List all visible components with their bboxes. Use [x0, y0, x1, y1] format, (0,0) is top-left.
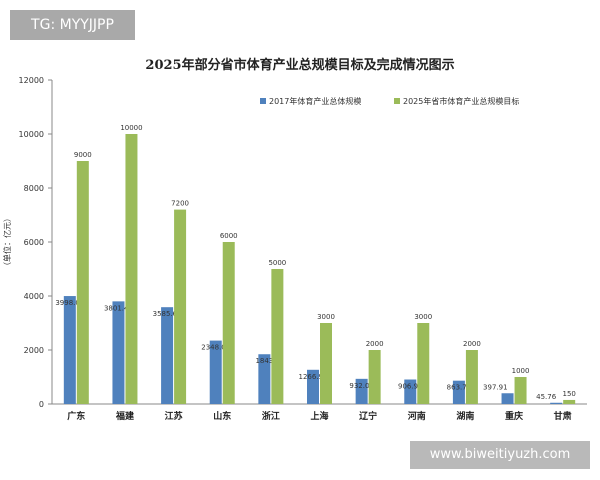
x-tick-label: 甘肃 [554, 410, 572, 422]
data-label-2017: 3998.03 [55, 299, 84, 307]
y-tick-label: 12000 [19, 76, 44, 85]
x-tick-label: 河南 [408, 410, 426, 422]
data-label-2025: 2000 [463, 340, 481, 348]
data-label-2017: 863.74 [447, 384, 472, 392]
x-tick-label: 浙江 [262, 410, 280, 422]
legend-label-2025: 2025年省市体育产业总规模目标 [403, 96, 519, 106]
data-label-2025: 5000 [268, 259, 286, 267]
data-label-2017: 1843 [255, 357, 273, 365]
y-tick-label: 6000 [24, 238, 44, 247]
x-tick-label: 湖南 [456, 410, 474, 422]
data-label-2017: 3801.41 [104, 304, 133, 312]
y-axis-label: （单位：亿元） [2, 214, 12, 270]
data-label-2025: 2000 [366, 340, 384, 348]
bar-2025-target [174, 209, 187, 404]
bar-2017 [63, 296, 76, 404]
x-tick-label: 上海 [310, 410, 328, 422]
y-tick-label: 4000 [24, 292, 44, 301]
data-label-2025: 1000 [512, 367, 530, 375]
x-tick-label: 江苏 [165, 410, 183, 422]
bar-2025-target [271, 269, 284, 404]
y-tick-label: 0 [39, 400, 44, 409]
bar-2025-target [514, 377, 527, 404]
bar-2017 [112, 301, 125, 404]
bar-2025-target [125, 134, 138, 404]
y-tick-label: 2000 [24, 346, 44, 355]
legend-swatch-2017 [260, 98, 266, 104]
bar-2017 [258, 354, 271, 404]
bar-2017 [161, 307, 174, 404]
data-label-2017: 906.99 [398, 383, 423, 391]
data-label-2017: 3585.64 [153, 310, 182, 318]
data-label-2025: 3000 [317, 313, 335, 321]
data-label-2017: 45.76 [536, 393, 557, 401]
data-label-2025: 6000 [220, 232, 238, 240]
x-tick-label: 广东 [67, 410, 85, 422]
x-tick-label: 山东 [213, 410, 231, 422]
x-tick-label: 重庆 [505, 410, 523, 422]
bar-2017 [550, 402, 563, 404]
data-label-2025: 10000 [120, 124, 142, 132]
data-label-2025: 150 [562, 390, 575, 398]
bar-2017 [452, 380, 465, 404]
watermark-bottom: www.biweitiyuzh.com [410, 441, 590, 469]
chart-title: 2025年部分省市体育产业总规模目标及完成情况图示 [145, 57, 454, 73]
legend-label-2017: 2017年体育产业总体规模 [269, 96, 361, 106]
y-tick-label: 8000 [24, 184, 44, 193]
data-label-2017: 2348.01 [201, 344, 230, 352]
bar-2017 [404, 379, 417, 404]
bar-2017 [355, 378, 368, 404]
watermark-top: TG: MYYJJPP [10, 10, 135, 40]
bar-2025-target [368, 350, 381, 404]
bar-2025-target [76, 161, 89, 404]
data-label-2025: 3000 [414, 313, 432, 321]
bar-2025-target [563, 399, 576, 404]
bar-2017 [307, 369, 319, 404]
bar-2025-target [320, 323, 332, 404]
legend-swatch-2025 [394, 98, 400, 104]
bar-2017 [209, 340, 222, 404]
data-label-2025: 9000 [74, 151, 92, 159]
data-label-2017: 397.91 [483, 383, 508, 391]
x-tick-label: 福建 [115, 410, 135, 422]
data-label-2017: 932.09 [349, 382, 374, 390]
data-label-2025: 7200 [171, 200, 189, 208]
data-label-2017: 1266.93 [299, 373, 328, 381]
y-tick-label: 10000 [19, 130, 44, 139]
bar-2017 [501, 393, 514, 404]
bar-2025-target [222, 242, 235, 404]
x-tick-label: 辽宁 [359, 410, 377, 422]
bar-2025-target [417, 323, 430, 404]
bar-2025-target [465, 350, 478, 404]
